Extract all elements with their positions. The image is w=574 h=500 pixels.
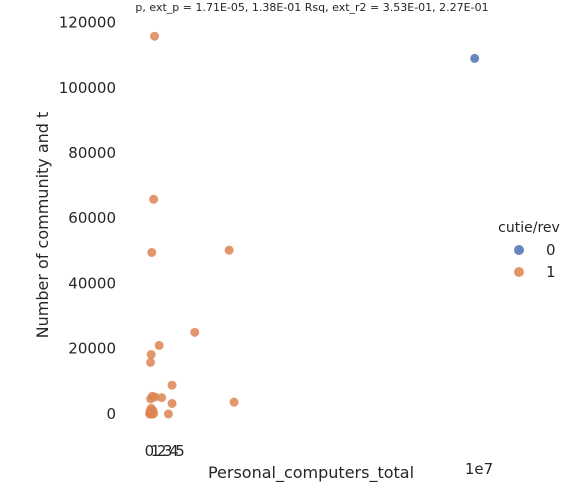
- data-point-series-1: [155, 341, 164, 350]
- y-tick-label: 60000: [68, 209, 116, 227]
- data-point-series-1: [147, 350, 156, 359]
- legend-marker-0: [514, 245, 524, 255]
- data-point-series-1: [230, 398, 239, 407]
- data-point-series-1: [190, 328, 199, 337]
- data-point-series-1: [146, 358, 155, 367]
- data-point-series-1: [225, 246, 234, 255]
- legend-label-0: 0: [546, 241, 556, 259]
- x-tick-label: 5: [175, 442, 185, 460]
- data-point-series-1: [168, 399, 177, 408]
- legend-marker-1: [514, 267, 524, 277]
- data-point-series-1: [146, 394, 155, 403]
- data-points: [145, 32, 479, 419]
- y-tick-label: 40000: [68, 274, 116, 292]
- y-tick-label: 80000: [68, 144, 116, 162]
- data-point-series-1: [147, 248, 156, 257]
- data-point-series-1: [164, 409, 173, 418]
- y-tick-label: 120000: [59, 14, 116, 32]
- legend-title: cutie/rev: [498, 220, 560, 236]
- data-point-series-1: [168, 381, 177, 390]
- legend: cutie/rev 0 1: [498, 220, 560, 281]
- x-axis-label: Personal_computers_total: [208, 463, 414, 483]
- data-point-series-0: [470, 54, 479, 63]
- y-axis-ticks: 0 20000 40000 60000 80000 100000 120000: [59, 14, 116, 423]
- data-point-series-1: [150, 32, 159, 41]
- data-point-series-1: [157, 393, 166, 402]
- data-point-series-1: [149, 409, 158, 418]
- y-tick-label: 0: [106, 405, 116, 423]
- x-axis-offset-text: 1e7: [465, 460, 493, 478]
- chart-title: p, ext_p = 1.71E-05, 1.38E-01 Rsq, ext_r…: [135, 1, 488, 14]
- y-axis-label: Number of community and t: [33, 112, 52, 339]
- data-point-series-1: [149, 195, 158, 204]
- legend-label-1: 1: [546, 263, 556, 281]
- y-tick-label: 100000: [59, 79, 116, 97]
- y-tick-label: 20000: [68, 340, 116, 358]
